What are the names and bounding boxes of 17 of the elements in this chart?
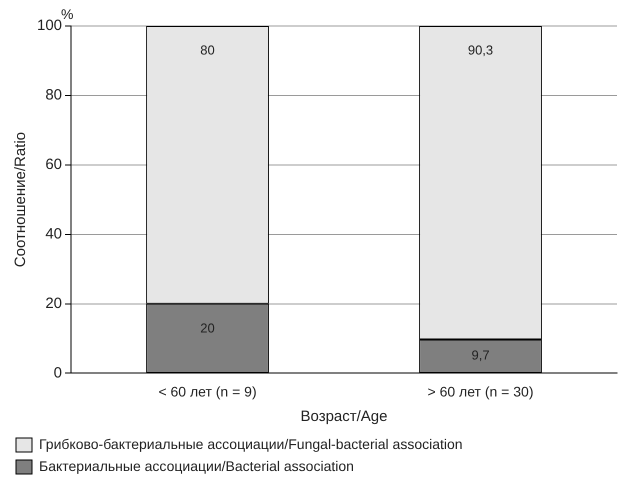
x-axis-title: Возраст/Age bbox=[300, 408, 388, 426]
y-tick-label: 40 bbox=[45, 225, 62, 242]
y-tick-label: 100 bbox=[36, 17, 62, 34]
y-axis-title: Соотношение/Ratio bbox=[12, 132, 30, 268]
y-tick-label: 0 bbox=[54, 364, 62, 382]
data-label: 90,3 bbox=[468, 42, 494, 58]
text: % bbox=[61, 6, 74, 22]
y-tick-label: 80 bbox=[45, 86, 62, 104]
legend-label: Бактериальные ассоциации/Bacterial association bbox=[39, 458, 354, 474]
x-tick-label: > 60 лет (n = 30) bbox=[428, 383, 534, 400]
x-tick-label: < 60 лет (n = 9) bbox=[158, 383, 257, 400]
y-tick-label: 60 bbox=[45, 156, 62, 174]
legend-label: Грибково-бактериальные ассоциации/Fungal-bacterial association bbox=[39, 436, 463, 452]
data-label: 80 bbox=[200, 42, 215, 58]
y-tick-label: 20 bbox=[45, 294, 62, 312]
data-label: 9,7 bbox=[471, 348, 490, 363]
data-label: 20 bbox=[200, 320, 215, 336]
